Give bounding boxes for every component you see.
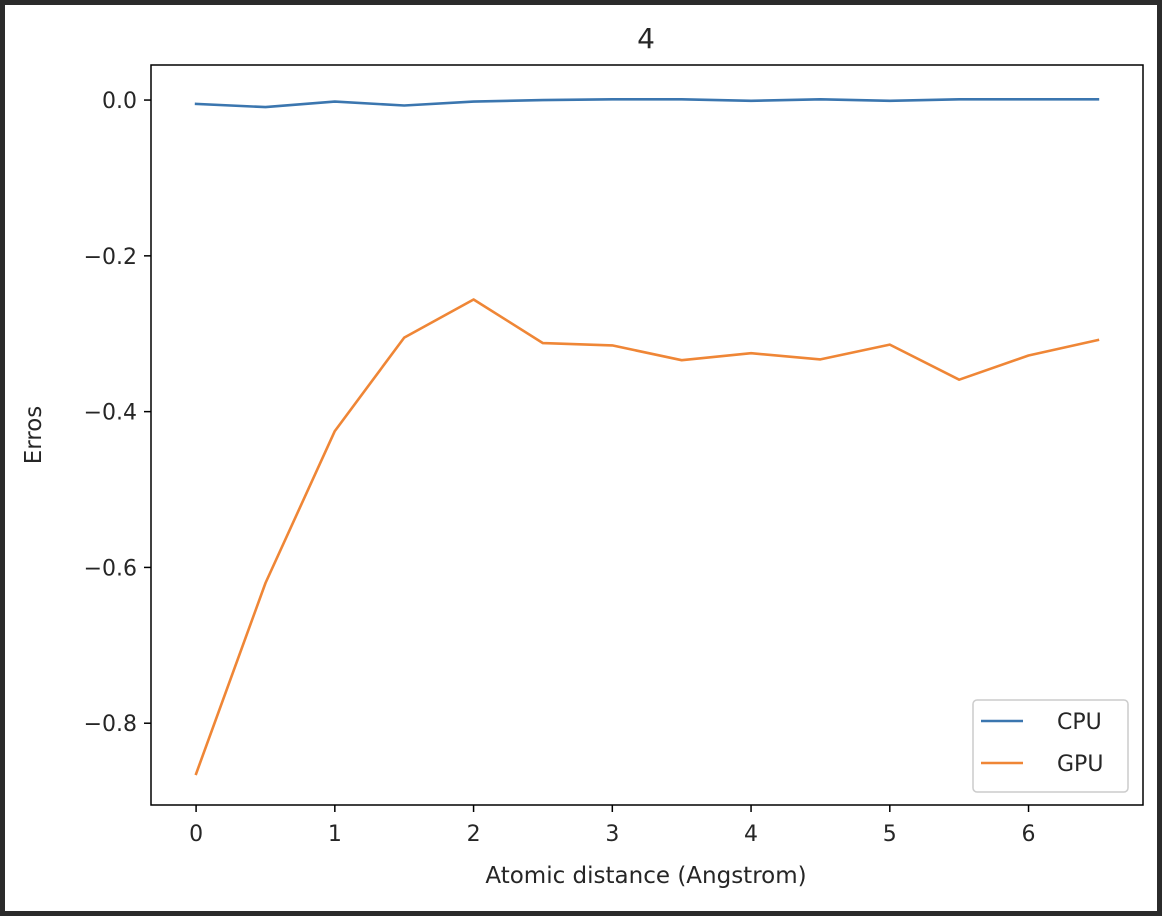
line-chart: 4 0 1 2 3 4 5 6 0.0 −0.2 −0.4 −0.6 −0.8 Atomic dis… (21, 22, 1144, 889)
x-tick-label: 3 (605, 822, 619, 847)
y-axis-label: Erros (21, 406, 47, 465)
x-tick-label: 1 (328, 822, 342, 847)
x-axis-ticks: 0 1 2 3 4 5 6 (189, 805, 1036, 847)
x-tick-label: 2 (467, 822, 481, 847)
y-tick-label: 0.0 (102, 89, 137, 114)
series-line-gpu (194, 298, 1100, 776)
y-tick-label: −0.2 (84, 245, 137, 270)
x-tick-label: 4 (744, 822, 758, 847)
series-line-cpu (194, 98, 1100, 109)
chart-title: 4 (637, 22, 655, 55)
figure: 4 0 1 2 3 4 5 6 0.0 −0.2 −0.4 −0.6 −0.8 Atomic dis… (5, 5, 1157, 911)
y-tick-label: −0.8 (84, 712, 137, 737)
x-tick-label: 6 (1022, 822, 1036, 847)
y-tick-label: −0.6 (84, 556, 137, 581)
x-axis-label: Atomic distance (Angstrom) (485, 863, 806, 889)
series-layer (194, 98, 1100, 776)
legend: CPU GPU (972, 699, 1129, 793)
y-axis-ticks: 0.0 −0.2 −0.4 −0.6 −0.8 (84, 89, 151, 737)
plot-frame (150, 64, 1144, 806)
legend-label-gpu: GPU (1057, 752, 1103, 777)
legend-label-cpu: CPU (1057, 710, 1102, 735)
y-tick-label: −0.4 (84, 401, 137, 426)
x-tick-label: 5 (883, 822, 897, 847)
x-tick-label: 0 (189, 822, 203, 847)
legend-box (972, 699, 1129, 793)
